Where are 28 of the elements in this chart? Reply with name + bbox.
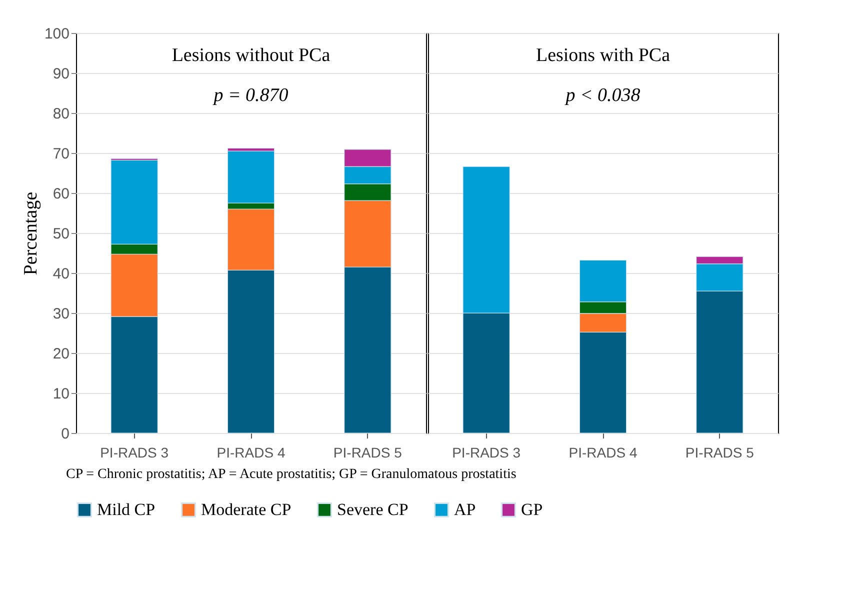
x-tick-label: PI-RADS 4: [568, 444, 638, 460]
text: p = 0.870: [212, 85, 289, 106]
y-tick-label: 60: [52, 186, 70, 202]
y-tick-label: 0: [61, 426, 70, 442]
y-tick-label: 10: [52, 386, 70, 402]
text: CP = Chronic prostatitis; AP = Acute prostatitis; GP = Granulomatous prostatitis: [66, 467, 516, 482]
y-tick-label: 80: [52, 106, 70, 122]
legend-label: Moderate CP: [201, 500, 292, 519]
legend-label: GP: [521, 500, 543, 519]
x-tick-label: PI-RADS 5: [685, 444, 754, 460]
y-tick-label: 20: [52, 346, 70, 362]
y-tick-label: 40: [52, 266, 70, 282]
y-tick-label: 90: [52, 66, 70, 82]
text: Lesions without PCa: [172, 45, 331, 66]
legend-label: AP: [454, 500, 476, 519]
legend-label: Severe CP: [337, 500, 408, 519]
y-axis-title: Percentage: [20, 192, 42, 276]
y-tick-label: 70: [52, 146, 70, 162]
legend-label: Mild CP: [97, 500, 156, 519]
y-tick-label: 50: [52, 226, 70, 242]
x-tick-label: PI-RADS 5: [333, 444, 402, 460]
x-tick-label: PI-RADS 3: [100, 444, 169, 460]
y-tick-label: 30: [52, 306, 70, 322]
text: Lesions with PCa: [536, 45, 671, 66]
y-tick-label: 100: [44, 26, 70, 42]
x-tick-label: PI-RADS 4: [216, 444, 286, 460]
text: p < 0.038: [564, 85, 641, 106]
x-tick-label: PI-RADS 3: [452, 444, 521, 460]
